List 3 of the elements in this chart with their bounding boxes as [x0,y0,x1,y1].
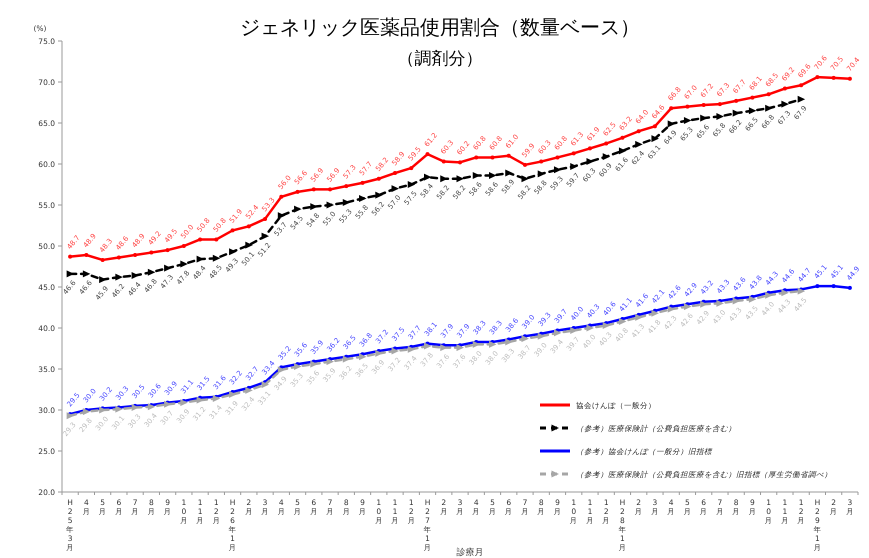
text: （調剤分） [398,49,482,69]
title: ジェネリック医薬品使用割合（数量ベース） [240,15,640,39]
x-axis-title: 診療月 [456,547,484,558]
